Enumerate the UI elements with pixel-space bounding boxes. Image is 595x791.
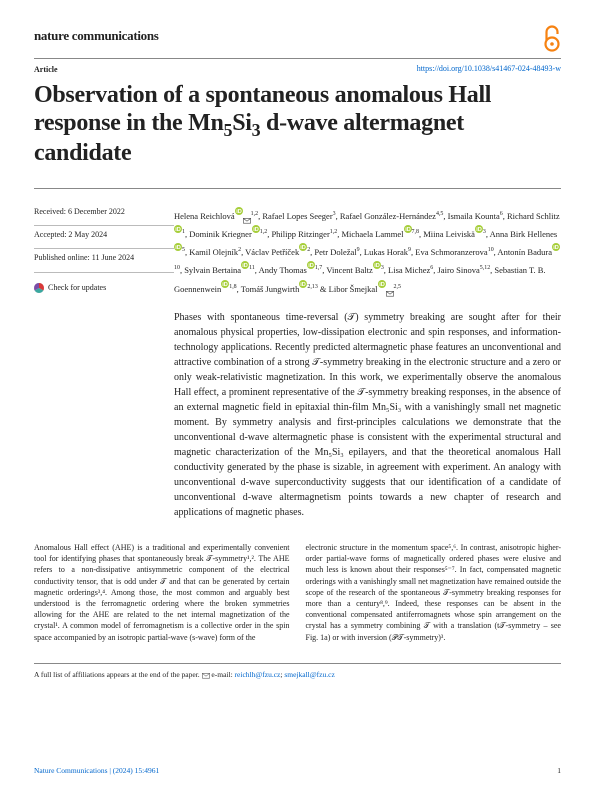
svg-text:iD: iD — [242, 263, 248, 269]
svg-text:iD: iD — [405, 227, 411, 233]
svg-text:iD: iD — [236, 209, 242, 215]
author-list: Helena ReichlováiD1,2, Rafael Lopes Seeg… — [174, 205, 561, 296]
check-updates-label: Check for updates — [48, 281, 106, 295]
svg-text:iD: iD — [476, 227, 482, 233]
page-footer: Nature Communications | (2024) 15:4961 1 — [34, 766, 561, 775]
affiliations-note: A full list of affiliations appears at t… — [34, 663, 561, 679]
published-date: Published online: 11 June 2024 — [34, 251, 174, 265]
title-text: Si — [232, 110, 251, 136]
title-sub: 5 — [224, 119, 233, 139]
divider — [34, 58, 561, 59]
svg-text:iD: iD — [301, 282, 307, 288]
check-updates-link[interactable]: Check for updates — [34, 281, 174, 295]
journal-name: nature communications — [34, 28, 561, 44]
body-column-left: Anomalous Hall effect (AHE) is a traditi… — [34, 542, 290, 643]
svg-text:iD: iD — [379, 282, 385, 288]
crossmark-icon — [34, 283, 44, 293]
affil-text: A full list of affiliations appears at t… — [34, 670, 200, 679]
article-title: Observation of a spontaneous anomalous H… — [34, 82, 561, 168]
open-access-icon — [543, 24, 561, 52]
svg-text:iD: iD — [553, 245, 559, 251]
accepted-date: Accepted: 2 May 2024 — [34, 228, 174, 242]
svg-text:iD: iD — [175, 227, 181, 233]
footer-citation: Nature Communications | (2024) 15:4961 — [34, 766, 159, 775]
email-icon — [202, 672, 210, 678]
svg-text:iD: iD — [175, 245, 181, 251]
email-label: e-mail: — [211, 670, 232, 679]
svg-text:iD: iD — [374, 263, 380, 269]
svg-text:iD: iD — [308, 263, 314, 269]
body-column-right: electronic structure in the momentum spa… — [306, 542, 562, 643]
doi-link[interactable]: https://doi.org/10.1038/s41467-024-48493… — [417, 64, 561, 73]
metadata-sidebar: Received: 6 December 2022 Accepted: 2 Ma… — [34, 205, 174, 520]
svg-text:iD: iD — [222, 282, 228, 288]
divider — [34, 188, 561, 189]
page-number: 1 — [557, 766, 561, 775]
received-date: Received: 6 December 2022 — [34, 205, 174, 219]
email-link[interactable]: reichlh@fzu.cz — [235, 670, 281, 679]
svg-text:iD: iD — [300, 245, 306, 251]
svg-text:iD: iD — [253, 227, 259, 233]
abstract: Phases with spontaneous time-reversal (𝒯… — [174, 310, 561, 520]
body-text: Anomalous Hall effect (AHE) is a traditi… — [34, 542, 561, 643]
email-link[interactable]: smejkall@fzu.cz — [284, 670, 334, 679]
